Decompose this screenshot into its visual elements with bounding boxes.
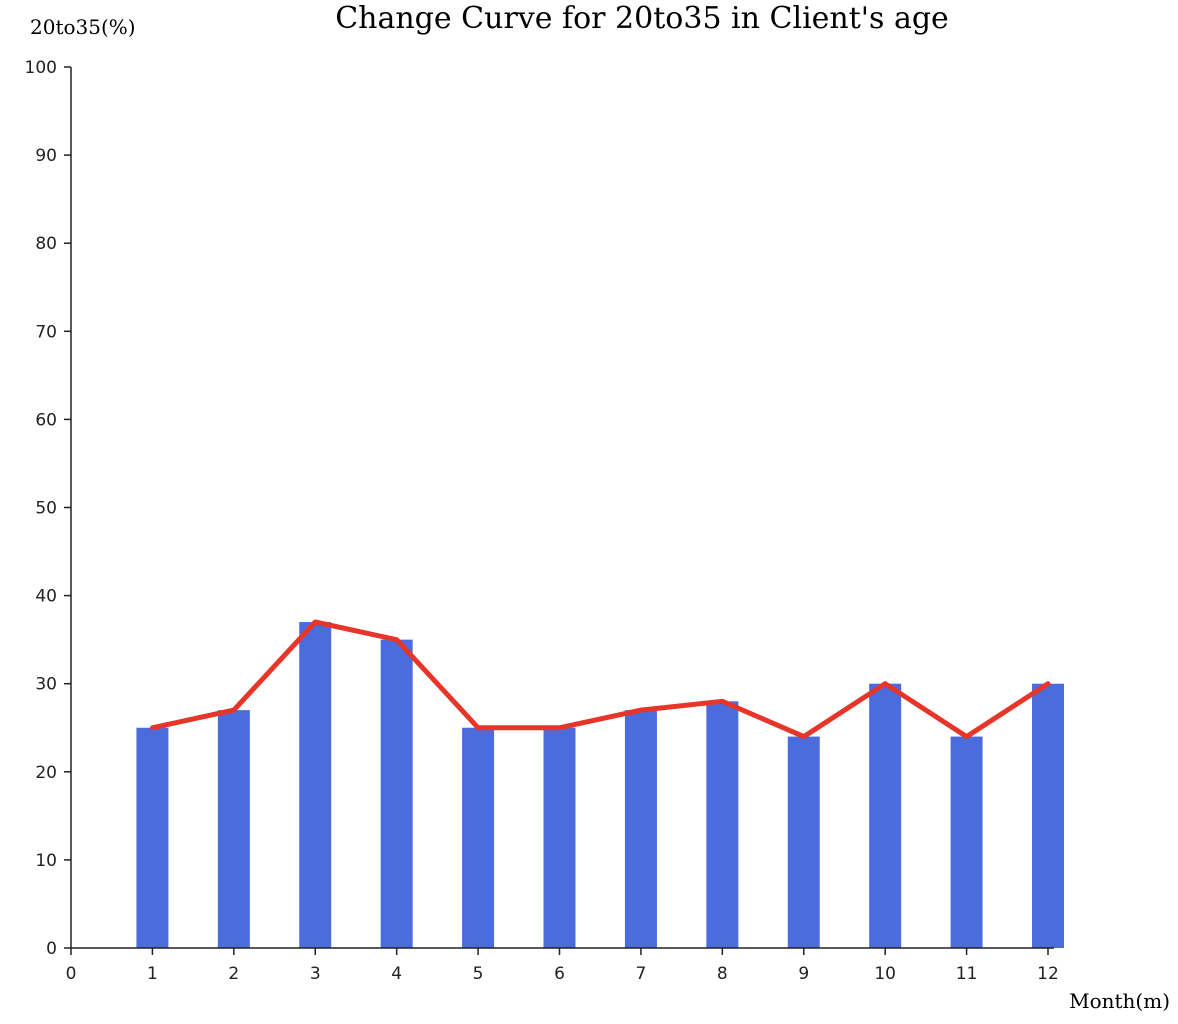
bar <box>624 710 657 948</box>
y-tick-label: 100 <box>25 58 57 78</box>
y-tick-label: 40 <box>35 587 57 607</box>
x-tick-label: 7 <box>636 964 647 984</box>
bar <box>462 727 495 948</box>
x-ticks-group: 0 1 2 3 4 5 6 7 8 9 10 11 12 <box>66 948 1059 984</box>
x-tick-label: 12 <box>1037 964 1059 984</box>
y-tick-label: 60 <box>35 410 57 430</box>
x-tick-label: 11 <box>956 964 978 984</box>
x-tick-label: 4 <box>391 964 402 984</box>
bar <box>217 710 250 948</box>
bar <box>706 701 739 948</box>
x-tick-label: 9 <box>798 964 809 984</box>
trend-line <box>149 619 1051 740</box>
y-tick-label: 50 <box>35 499 57 519</box>
y-tick-label: 70 <box>35 322 57 342</box>
y-tick-label: 0 <box>46 939 57 959</box>
y-ticks-group: 0 10 20 30 40 50 60 70 80 90 100 <box>25 58 71 959</box>
chart-title: Change Curve for 20to35 in Client's age <box>335 1 949 36</box>
y-tick-label: 30 <box>35 675 57 695</box>
bar <box>1032 683 1064 948</box>
bar <box>543 727 576 948</box>
bar <box>299 622 332 948</box>
bar <box>869 683 902 948</box>
x-tick-label: 5 <box>473 964 484 984</box>
y-axis-label: 20to35(%) <box>30 15 136 39</box>
y-tick-label: 10 <box>35 851 57 871</box>
x-tick-label: 3 <box>310 964 321 984</box>
bars-group <box>136 622 1064 948</box>
bar <box>950 736 983 948</box>
x-tick-label: 8 <box>717 964 728 984</box>
y-tick-label: 80 <box>35 234 57 254</box>
bar <box>136 727 169 948</box>
y-tick-label: 90 <box>35 146 57 166</box>
x-tick-label: 1 <box>147 964 158 984</box>
bar <box>380 639 413 948</box>
x-tick-label: 0 <box>66 964 77 984</box>
y-tick-label: 20 <box>35 763 57 783</box>
x-tick-label: 2 <box>228 964 239 984</box>
x-tick-label: 10 <box>874 964 896 984</box>
bar <box>787 736 820 948</box>
trend-line-group <box>149 619 1051 740</box>
x-tick-label: 6 <box>554 964 565 984</box>
x-axis-label: Month(m) <box>1069 989 1170 1013</box>
